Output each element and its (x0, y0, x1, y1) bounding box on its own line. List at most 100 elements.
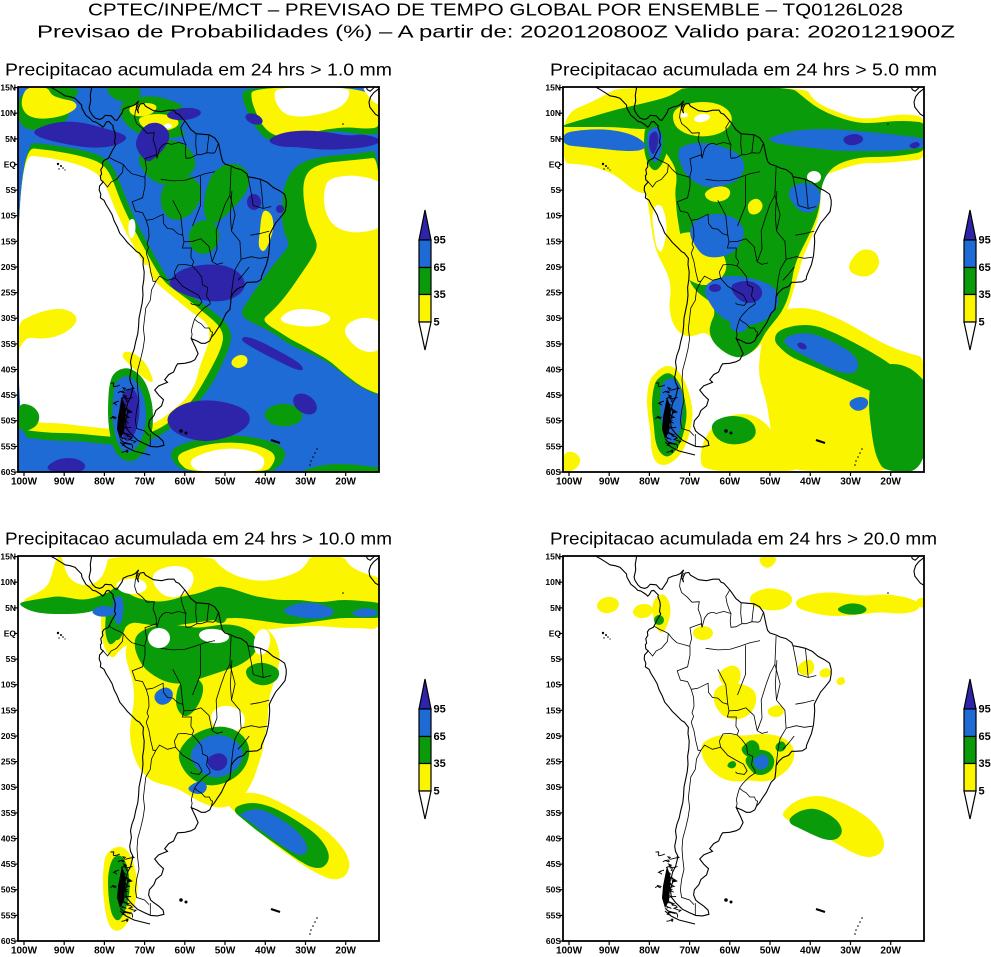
svg-text:35: 35 (434, 758, 446, 770)
svg-text:5: 5 (434, 786, 440, 798)
svg-text:30S: 30S (1, 313, 16, 323)
svg-text:60S: 60S (1, 936, 16, 946)
svg-text:15S: 15S (1, 236, 16, 246)
svg-text:50W: 50W (215, 477, 236, 488)
svg-text:90W: 90W (54, 477, 75, 488)
svg-text:65: 65 (434, 731, 446, 743)
svg-text:30W: 30W (295, 477, 316, 488)
svg-text:45S: 45S (546, 859, 561, 869)
svg-text:20S: 20S (546, 262, 561, 272)
svg-text:45S: 45S (546, 390, 561, 400)
svg-text:10N: 10N (545, 108, 561, 118)
svg-text:10N: 10N (0, 108, 16, 118)
svg-text:35S: 35S (546, 808, 561, 818)
svg-text:60S: 60S (546, 467, 561, 477)
svg-text:20W: 20W (335, 946, 356, 957)
svg-text:65: 65 (979, 731, 991, 743)
svg-text:40S: 40S (1, 365, 16, 375)
svg-text:65: 65 (434, 262, 446, 274)
svg-text:40W: 40W (255, 946, 276, 957)
svg-text:55S: 55S (546, 441, 561, 451)
svg-text:40S: 40S (546, 834, 561, 844)
svg-text:30S: 30S (1, 782, 16, 792)
svg-text:5N: 5N (550, 134, 561, 144)
svg-text:EQ: EQ (549, 629, 562, 639)
svg-text:15N: 15N (0, 552, 16, 562)
svg-text:80W: 80W (94, 477, 115, 488)
svg-text:70W: 70W (679, 477, 700, 488)
svg-text:5S: 5S (551, 185, 562, 195)
svg-text:50S: 50S (1, 885, 16, 895)
svg-text:15S: 15S (546, 705, 561, 715)
svg-text:10S: 10S (546, 680, 561, 690)
svg-text:40W: 40W (255, 477, 276, 488)
svg-text:55S: 55S (1, 910, 16, 920)
svg-text:30W: 30W (840, 946, 861, 957)
svg-text:5: 5 (434, 317, 440, 329)
svg-text:20S: 20S (1, 262, 16, 272)
svg-text:55S: 55S (1, 441, 16, 451)
svg-text:35S: 35S (1, 808, 16, 818)
svg-text:EQ: EQ (549, 160, 562, 170)
svg-text:10S: 10S (546, 211, 561, 221)
svg-text:20W: 20W (880, 477, 901, 488)
svg-text:60W: 60W (720, 477, 741, 488)
svg-text:20W: 20W (335, 477, 356, 488)
svg-text:60W: 60W (175, 946, 196, 957)
svg-text:100W: 100W (11, 946, 38, 957)
svg-text:10S: 10S (1, 680, 16, 690)
svg-text:Previsao de Probabilidades (%): Previsao de Probabilidades (%) – A parti… (37, 22, 955, 42)
svg-text:80W: 80W (639, 477, 660, 488)
svg-text:5S: 5S (6, 654, 17, 664)
svg-text:5: 5 (979, 317, 985, 329)
svg-text:60S: 60S (546, 936, 561, 946)
svg-text:90W: 90W (599, 477, 620, 488)
svg-text:50W: 50W (760, 477, 781, 488)
svg-text:5N: 5N (5, 603, 16, 613)
svg-text:70W: 70W (134, 477, 155, 488)
svg-text:50S: 50S (546, 416, 561, 426)
svg-text:10S: 10S (1, 211, 16, 221)
svg-text:Precipitacao acumulada em 24 h: Precipitacao acumulada em 24 hrs > 1.0 m… (5, 60, 392, 80)
svg-text:5: 5 (979, 786, 985, 798)
svg-text:25S: 25S (546, 288, 561, 298)
svg-text:40W: 40W (800, 946, 821, 957)
svg-text:100W: 100W (11, 477, 38, 488)
svg-text:35S: 35S (546, 339, 561, 349)
svg-text:10N: 10N (0, 577, 16, 587)
svg-text:80W: 80W (94, 946, 115, 957)
svg-text:20S: 20S (1, 731, 16, 741)
svg-text:60W: 60W (720, 946, 741, 957)
svg-text:70W: 70W (679, 946, 700, 957)
svg-text:40W: 40W (800, 477, 821, 488)
svg-text:Precipitacao acumulada em 24 h: Precipitacao acumulada em 24 hrs > 5.0 m… (550, 60, 937, 80)
svg-text:90W: 90W (599, 946, 620, 957)
svg-text:45S: 45S (1, 859, 16, 869)
svg-text:15N: 15N (545, 83, 561, 93)
svg-text:5N: 5N (5, 134, 16, 144)
svg-text:5N: 5N (550, 603, 561, 613)
svg-text:95: 95 (434, 235, 446, 247)
svg-text:15N: 15N (0, 83, 16, 93)
svg-text:50W: 50W (760, 946, 781, 957)
svg-text:25S: 25S (1, 757, 16, 767)
svg-text:Precipitacao acumulada em 24 h: Precipitacao acumulada em 24 hrs > 10.0 … (5, 529, 392, 549)
svg-text:65: 65 (979, 262, 991, 274)
svg-text:50W: 50W (215, 946, 236, 957)
svg-text:20S: 20S (546, 731, 561, 741)
svg-text:50S: 50S (1, 416, 16, 426)
svg-text:30S: 30S (546, 782, 561, 792)
svg-text:Precipitacao acumulada em 24 h: Precipitacao acumulada em 24 hrs > 20.0 … (550, 529, 937, 549)
svg-text:15N: 15N (545, 552, 561, 562)
svg-text:60W: 60W (175, 477, 196, 488)
svg-text:EQ: EQ (4, 160, 17, 170)
svg-text:100W: 100W (556, 477, 583, 488)
svg-text:35: 35 (979, 289, 991, 301)
svg-text:40S: 40S (546, 365, 561, 375)
svg-text:30S: 30S (546, 313, 561, 323)
svg-text:40S: 40S (1, 834, 16, 844)
svg-text:15S: 15S (1, 705, 16, 715)
svg-text:70W: 70W (134, 946, 155, 957)
svg-text:45S: 45S (1, 390, 16, 400)
svg-text:30W: 30W (840, 477, 861, 488)
